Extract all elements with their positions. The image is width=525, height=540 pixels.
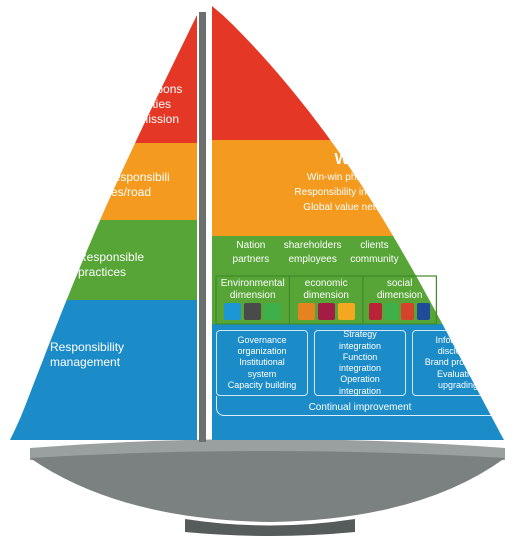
mgmt-box-1: StrategyintegrationFunctionintegrationOp… (314, 330, 406, 396)
benefiting-text: Benefitingthe world andachievingsuccess … (300, 58, 460, 128)
sdg-row-2 (369, 303, 430, 320)
stakeholder-Nation: Nation (220, 240, 282, 253)
win-line-1: Responsibility integration (240, 187, 460, 200)
win-line-2: Global value network (240, 202, 460, 215)
dimension-0: Environmentaldimension (216, 278, 289, 302)
sdg-icon-1-1 (318, 303, 335, 320)
stakeholder-clients: clients (344, 240, 406, 253)
left-label-management: Responsibilitymanagement (50, 340, 150, 370)
sdg-icon-2-2 (401, 303, 414, 320)
sdg-icon-0-0 (224, 303, 241, 320)
dimension-2: socialdimension (363, 278, 436, 302)
left-label-practices: Responsiblepractices (78, 250, 178, 280)
win-title: WIN (260, 150, 440, 170)
sdg-icon-2-3 (417, 303, 430, 320)
sdg-icon-2-1 (385, 303, 398, 320)
sdg-icon-0-2 (264, 303, 281, 320)
left-label-mission: Responsibilities/Mission (135, 82, 235, 127)
mgmt-box-2: InformationdisclosureBrand promotionEval… (412, 330, 504, 396)
stakeholder-employees: employees (282, 254, 344, 267)
stakeholder-partners: partners (220, 254, 282, 267)
stakeholder-shareholders: shareholders (282, 240, 344, 253)
sdg-icon-1-2 (338, 303, 355, 320)
stakeholder-community: community (344, 254, 406, 267)
sdg-row-1 (295, 303, 356, 320)
dimension-1: economicdimension (289, 278, 362, 302)
sdg-icon-2-0 (369, 303, 382, 320)
continual-label: Continual improvement (216, 402, 504, 415)
mgmt-box-0: GovernanceorganizationInstitutionalsyste… (216, 330, 308, 396)
win-line-0: Win-win philosophy (240, 172, 460, 185)
sdg-row-0 (222, 303, 283, 320)
left-label-road: Responsibilities/road (105, 170, 205, 200)
sdg-icon-1-0 (298, 303, 315, 320)
sdg-icon-0-1 (244, 303, 261, 320)
